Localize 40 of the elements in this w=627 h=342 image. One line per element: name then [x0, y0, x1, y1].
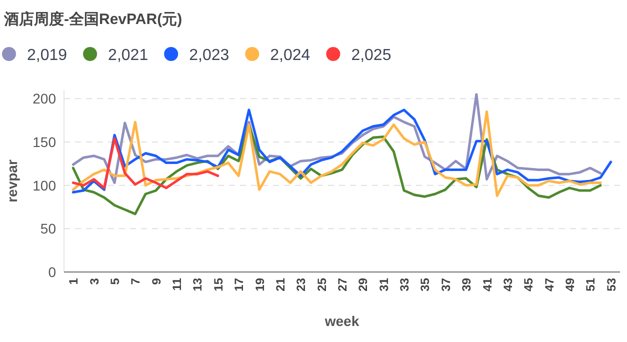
y-tick-label: 100 — [32, 177, 56, 194]
y-tick-label: 200 — [32, 90, 56, 107]
legend-label: 2,019 — [27, 47, 68, 64]
x-tick-label: 1 — [66, 278, 81, 285]
x-tick-label: 39 — [460, 278, 474, 292]
x-tick-label: 53 — [604, 278, 618, 292]
legend-label: 2,021 — [108, 47, 148, 64]
x-tick-label: 15 — [211, 278, 226, 292]
x-tick-label: 27 — [336, 278, 350, 292]
x-tick-label: 49 — [562, 278, 577, 292]
x-tick-label: 51 — [584, 278, 598, 292]
y-axis-title: revpar — [4, 159, 20, 202]
x-tick-label: 19 — [252, 278, 267, 292]
x-tick-label: 41 — [480, 278, 494, 292]
x-tick-label: 11 — [170, 278, 184, 291]
legend-label: 2,025 — [351, 47, 392, 64]
x-tick-label: 25 — [314, 278, 329, 292]
y-tick-label: 0 — [48, 264, 56, 280]
chart-title: 酒店周度-全国RevPAR(元) — [3, 10, 182, 28]
x-tick-label: 31 — [376, 278, 391, 292]
x-tick-label: 23 — [294, 278, 308, 292]
y-tick-label: 50 — [40, 220, 56, 237]
y-tick-label: 150 — [32, 134, 56, 150]
x-tick-label: 17 — [232, 278, 246, 292]
x-axis-title: week — [324, 313, 360, 329]
legend-label: 2,024 — [270, 47, 310, 64]
x-tick-label: 45 — [522, 278, 536, 292]
x-tick-label: 9 — [149, 278, 164, 285]
x-tick-label: 43 — [500, 278, 515, 292]
x-tick-label: 47 — [542, 278, 556, 292]
x-tick-label: 37 — [438, 278, 453, 292]
x-tick-label: 3 — [87, 278, 102, 285]
x-tick-label: 33 — [398, 278, 412, 292]
x-tick-label: 35 — [418, 278, 432, 292]
x-tick-label: 5 — [108, 278, 122, 285]
legend-label: 2,023 — [189, 47, 230, 64]
x-tick-label: 13 — [190, 278, 205, 292]
x-tick-label: 21 — [273, 278, 288, 292]
x-tick-label: 29 — [356, 278, 370, 292]
x-tick-label: 7 — [128, 278, 143, 285]
